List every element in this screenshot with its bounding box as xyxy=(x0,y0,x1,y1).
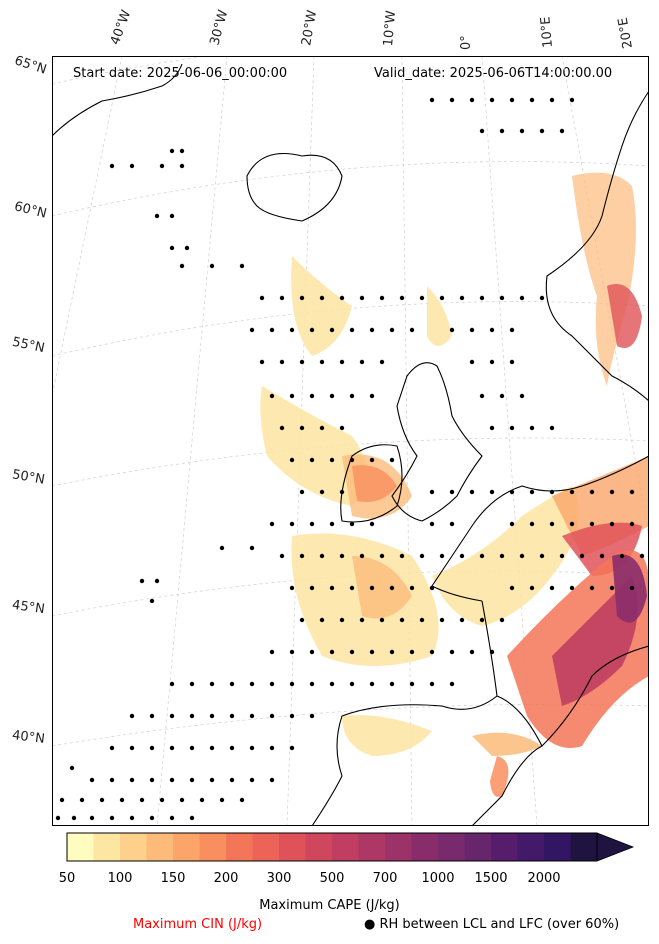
cin-legend-label: Maximum CIN (J/kg) xyxy=(133,917,263,932)
colorbar-swatch xyxy=(173,833,200,861)
colorbar-tick-label: 2000 xyxy=(527,871,561,886)
coastlines xyxy=(52,63,649,826)
colorbar-swatch xyxy=(146,833,174,861)
colorbar-title: Maximum CAPE (J/kg) xyxy=(259,898,400,913)
colorbar-swatch xyxy=(93,833,121,861)
colorbar-swatch xyxy=(279,833,306,861)
lat-label-50: 50°N xyxy=(10,467,46,488)
colorbar-tick-label: 500 xyxy=(319,871,345,886)
lon-label-30w: 30°W xyxy=(207,8,232,47)
cape-colorbar xyxy=(66,832,635,862)
lon-label-20w: 20°W xyxy=(299,9,321,48)
lat-label-40: 40°N xyxy=(11,728,46,747)
lon-label-40w: 40°W xyxy=(107,8,135,47)
colorbar-swatch xyxy=(226,833,253,861)
colorbar-swatch xyxy=(517,833,545,861)
rh-dots xyxy=(55,97,645,821)
colorbar-swatch xyxy=(385,833,412,861)
lat-label-45: 45°N xyxy=(11,597,46,618)
colorbar-swatch xyxy=(67,833,94,861)
start-date-label: Start date: 2025-06-06_00:00:00 xyxy=(73,66,288,81)
lon-label-20e: 20°E xyxy=(615,16,636,50)
colorbar-outline xyxy=(66,832,598,862)
colorbar-swatch xyxy=(305,833,333,861)
lon-label-0: 0° xyxy=(459,35,474,50)
rh-legend-label: RH between LCL and LFC (over 60%) xyxy=(379,917,620,932)
colorbar-swatch xyxy=(411,833,439,861)
lat-label-60: 60°N xyxy=(12,199,49,222)
lon-label-10w: 10°W xyxy=(381,9,400,47)
cape-field xyxy=(260,172,649,797)
colorbar-tick-label: 50 xyxy=(58,871,76,886)
colorbar-swatch xyxy=(120,833,147,861)
colorbar-tick-label: 200 xyxy=(213,871,239,886)
colorbar-tick-label: 150 xyxy=(160,871,186,886)
colorbar-swatch xyxy=(199,833,227,861)
rh-dot-symbol: ● xyxy=(364,917,376,932)
lat-label-55: 55°N xyxy=(10,334,46,357)
colorbar-tick-label: 300 xyxy=(266,871,292,886)
lon-label-10e: 10°E xyxy=(538,15,556,49)
colorbar-swatch xyxy=(252,833,280,861)
map-canvas xyxy=(52,56,649,826)
rh-legend: ● RH between LCL and LFC (over 60%) xyxy=(364,917,619,932)
colorbar-swatch xyxy=(332,833,359,861)
colorbar-swatch xyxy=(358,833,386,861)
colorbar-swatch xyxy=(570,833,598,861)
colorbar-swatches xyxy=(67,833,598,861)
colorbar-tick-label: 700 xyxy=(372,871,398,886)
colorbar-swatch xyxy=(438,833,465,861)
colorbar-extend-arrow xyxy=(596,832,635,862)
valid-date-label: Valid_date: 2025-06-06T14:00:00.00 xyxy=(374,66,613,81)
colorbar-tick-label: 100 xyxy=(107,871,133,886)
colorbar-tick-label: 1000 xyxy=(421,871,455,886)
colorbar-swatch xyxy=(464,833,492,861)
map-frame xyxy=(52,56,649,826)
colorbar-tick-label: 1500 xyxy=(474,871,508,886)
colorbar-swatch xyxy=(491,833,518,861)
colorbar-swatch xyxy=(544,833,571,861)
lat-label-65: 65°N xyxy=(12,53,49,78)
